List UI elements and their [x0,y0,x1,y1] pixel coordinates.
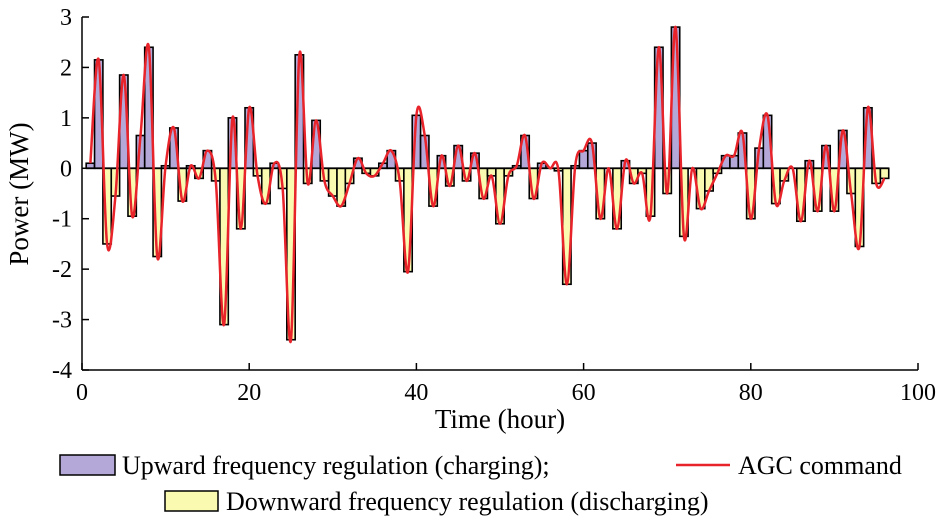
x-tick-label: 80 [739,380,763,406]
legend-label: Downward frequency regulation (dischargi… [226,487,709,516]
legend-label: Upward frequency regulation (charging); [122,451,550,480]
y-tick-label: 2 [60,55,72,81]
bar [578,149,589,170]
legend-swatch [59,454,116,476]
agc-line [89,25,886,344]
y-tick-label: 0 [60,156,72,182]
y-tick-label: 3 [60,5,72,31]
y-tick-label: -4 [52,358,72,384]
legend-label: AGC command [738,451,902,480]
y-tick-label: -3 [52,308,72,334]
legend-swatch [164,490,219,512]
y-axis-label: Power (MW) [4,122,34,265]
bar [879,167,890,180]
x-tick-label: 20 [237,380,261,406]
x-tick-label: 60 [572,380,596,406]
x-tick-label: 100 [900,380,936,406]
y-tick-label: -2 [52,257,72,283]
y-tick-label: 1 [60,106,72,132]
x-tick-label: 0 [76,380,88,406]
y-tick-label: -1 [52,207,72,233]
x-axis-label: Time (hour) [435,404,565,434]
x-tick-label: 40 [404,380,428,406]
